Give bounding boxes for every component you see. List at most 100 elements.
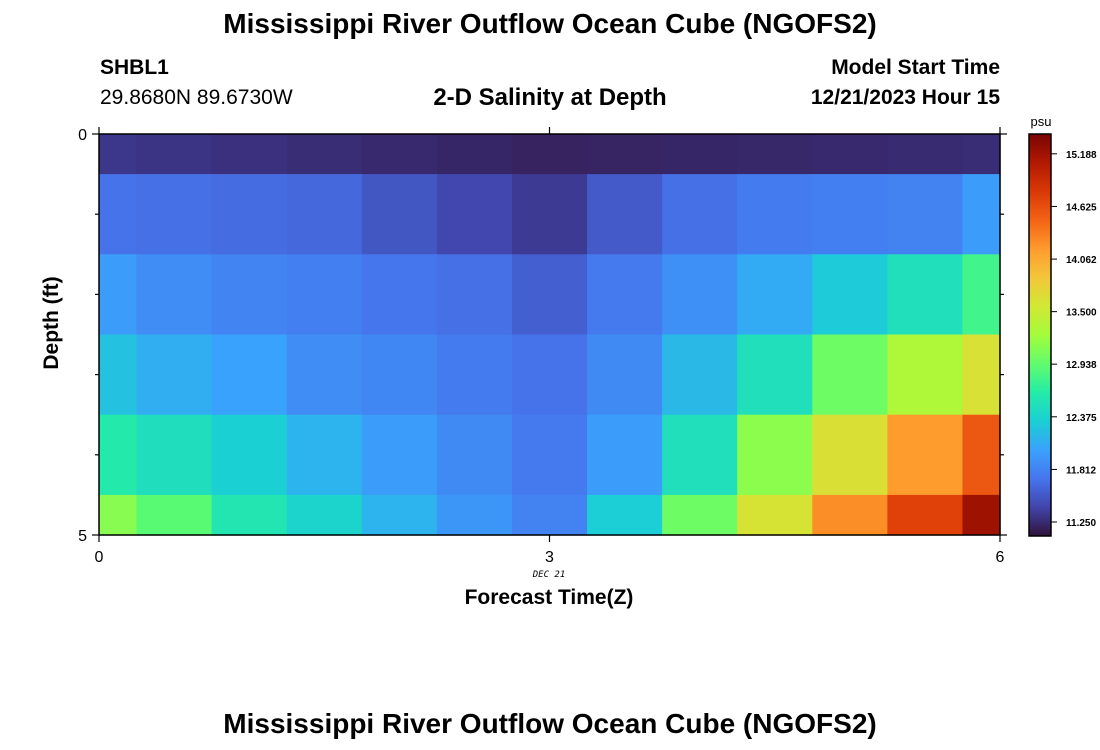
heatmap-cell: [812, 174, 888, 255]
heatmap-cell: [887, 494, 964, 536]
heatmap-cell: [737, 254, 813, 336]
heatmap-cell: [737, 334, 813, 416]
heatmap-cell: [99, 414, 138, 496]
heatmap-cell: [436, 174, 513, 255]
heatmap-cell: [99, 494, 138, 536]
heatmap-cell: [887, 174, 964, 255]
station-id: SHBL1: [100, 56, 169, 79]
heatmap-cell: [436, 494, 513, 536]
heatmap-cell: [587, 174, 663, 255]
heatmap-cell: [99, 254, 138, 336]
model-start-label: Model Start Time: [831, 56, 1000, 79]
heatmap-cell: [887, 134, 964, 175]
heatmap-cell: [99, 174, 138, 255]
heatmap-cell: [436, 254, 513, 336]
heatmap-cell: [511, 334, 588, 416]
heatmap-cell: [286, 254, 363, 336]
heatmap-cell: [211, 254, 288, 336]
heatmap-cell: [286, 174, 363, 255]
colorbar-tick-label: 13.500: [1066, 308, 1097, 319]
heatmap-cell: [662, 174, 738, 255]
axes: 0 3 605: [78, 127, 1007, 566]
heatmap-cell: [737, 414, 813, 496]
heatmap-cell: [737, 134, 813, 175]
heatmap-cell: [962, 174, 1001, 255]
heatmap-cell: [962, 254, 1001, 336]
colorbar-unit: psu: [1031, 114, 1052, 129]
heatmap-cell: [812, 134, 888, 175]
salinity-heatmap-chart: 0 3 605 Depth (ft) Forecast Time(Z) DEC 21…: [40, 114, 1097, 609]
heatmap-cell: [136, 414, 213, 496]
heatmap-cell: [211, 494, 288, 536]
y-axis-label: Depth (ft): [40, 276, 63, 369]
heatmap-cell: [361, 254, 438, 336]
heatmap-cell: [361, 134, 438, 175]
heatmap-cell: [136, 334, 213, 416]
heatmap-cell: [136, 174, 213, 255]
chart-subtitle: 2-D Salinity at Depth: [433, 84, 667, 111]
heatmap-cell: [812, 254, 888, 336]
x-axis-label: Forecast Time(Z): [465, 586, 634, 609]
heatmap-cell: [887, 334, 964, 416]
heatmap-cell: [511, 174, 588, 255]
heatmap-cell: [136, 134, 213, 175]
heatmap-cell: [361, 334, 438, 416]
heatmap-cell: [587, 414, 663, 496]
heatmap-cell: [737, 494, 813, 536]
heatmap-cell: [136, 494, 213, 536]
heatmap-cell: [812, 414, 888, 496]
colorbar: psu 15.188 14.625 14.062 13.500 12.938 12.375…: [1028, 114, 1097, 537]
model-start-value: 12/21/2023 Hour 15: [810, 86, 1000, 109]
heatmap-cell: [286, 494, 363, 536]
heatmap-cell: [737, 174, 813, 255]
heatmap-cell: [662, 334, 738, 416]
heatmap-cell: [887, 254, 964, 336]
heatmap-cell: [286, 134, 363, 175]
y-tick-label: 5: [78, 528, 87, 545]
heatmap-cell: [511, 134, 588, 175]
x-tick-label: 3: [545, 549, 554, 566]
colorbar-tick-label: 14.625: [1066, 202, 1097, 213]
heatmap-cell: [361, 414, 438, 496]
heatmap-cell: [511, 494, 588, 536]
x-tick-label: 0: [95, 549, 104, 566]
heatmap-cell: [211, 334, 288, 416]
heatmap-cells: [99, 134, 1001, 536]
heatmap-cell: [587, 134, 663, 175]
heatmap-cell: [211, 174, 288, 255]
colorbar-tick-label: 11.812: [1066, 465, 1096, 476]
heatmap-cell: [286, 414, 363, 496]
heatmap-cell: [662, 134, 738, 175]
heatmap-cell: [587, 494, 663, 536]
colorbar-tick-label: 15.188: [1066, 150, 1097, 161]
colorbar-tick-label: 12.938: [1066, 360, 1097, 371]
colorbar-gradient: [1028, 133, 1052, 537]
footer-title: Mississippi River Outflow Ocean Cube (NG…: [223, 708, 877, 739]
heatmap-cell: [211, 134, 288, 175]
x-axis-date-sublabel: DEC 21: [532, 570, 566, 580]
x-tick-label: 6: [996, 549, 1005, 566]
colorbar-tick-label: 14.062: [1066, 255, 1097, 266]
heatmap-cell: [587, 254, 663, 336]
heatmap-cell: [962, 414, 1001, 496]
heatmap-cell: [361, 494, 438, 536]
heatmap-cell: [511, 414, 588, 496]
station-coordinates: 29.8680N 89.6730W: [100, 86, 293, 109]
colorbar-tick-label: 11.250: [1066, 518, 1096, 529]
heatmap-cell: [587, 334, 663, 416]
heatmap-cell: [662, 414, 738, 496]
page-title: Mississippi River Outflow Ocean Cube (NG…: [223, 8, 877, 39]
heatmap-cell: [511, 254, 588, 336]
heatmap-cell: [962, 134, 1001, 175]
heatmap-cell: [662, 254, 738, 336]
heatmap-cell: [211, 414, 288, 496]
heatmap-cell: [286, 334, 363, 416]
heatmap-cell: [662, 494, 738, 536]
colorbar-tick-label: 12.375: [1066, 413, 1097, 424]
heatmap-cell: [962, 334, 1001, 416]
heatmap-cell: [887, 414, 964, 496]
heatmap-cell: [812, 494, 888, 536]
y-tick-label: 0: [78, 127, 87, 144]
heatmap-cell: [99, 134, 138, 175]
heatmap-cell: [962, 494, 1001, 536]
